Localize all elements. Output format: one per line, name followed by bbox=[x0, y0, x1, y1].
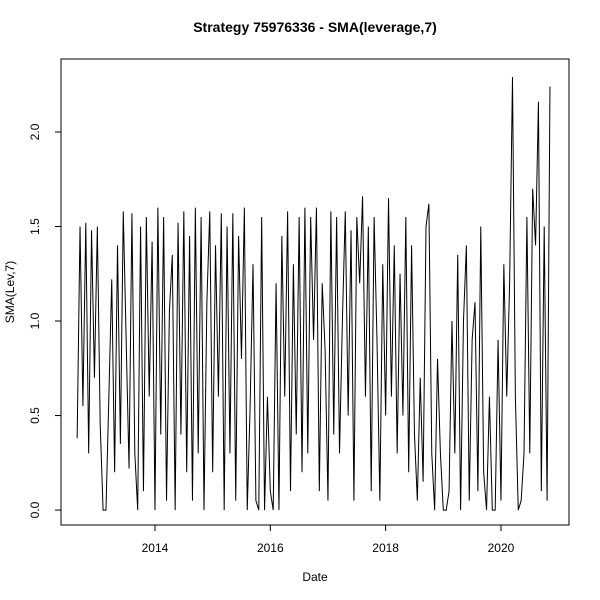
x-tick-label: 2014 bbox=[142, 541, 169, 555]
x-tick-label: 2020 bbox=[488, 541, 515, 555]
y-tick-label: 2.0 bbox=[28, 123, 42, 140]
x-tick-label: 2018 bbox=[372, 541, 399, 555]
chart-title: Strategy 75976336 - SMA(leverage,7) bbox=[193, 19, 437, 35]
data-line bbox=[76, 77, 551, 511]
y-tick-label: 1.5 bbox=[28, 218, 42, 235]
x-tick-label: 2016 bbox=[257, 541, 284, 555]
x-axis-label: Date bbox=[302, 570, 328, 584]
y-tick-label: 0.5 bbox=[28, 407, 42, 424]
y-tick-label: 1.0 bbox=[28, 312, 42, 329]
y-axis-label: SMA(Lev,7) bbox=[3, 261, 17, 323]
plot-frame bbox=[60, 58, 570, 526]
y-tick-label: 0.0 bbox=[28, 501, 42, 518]
